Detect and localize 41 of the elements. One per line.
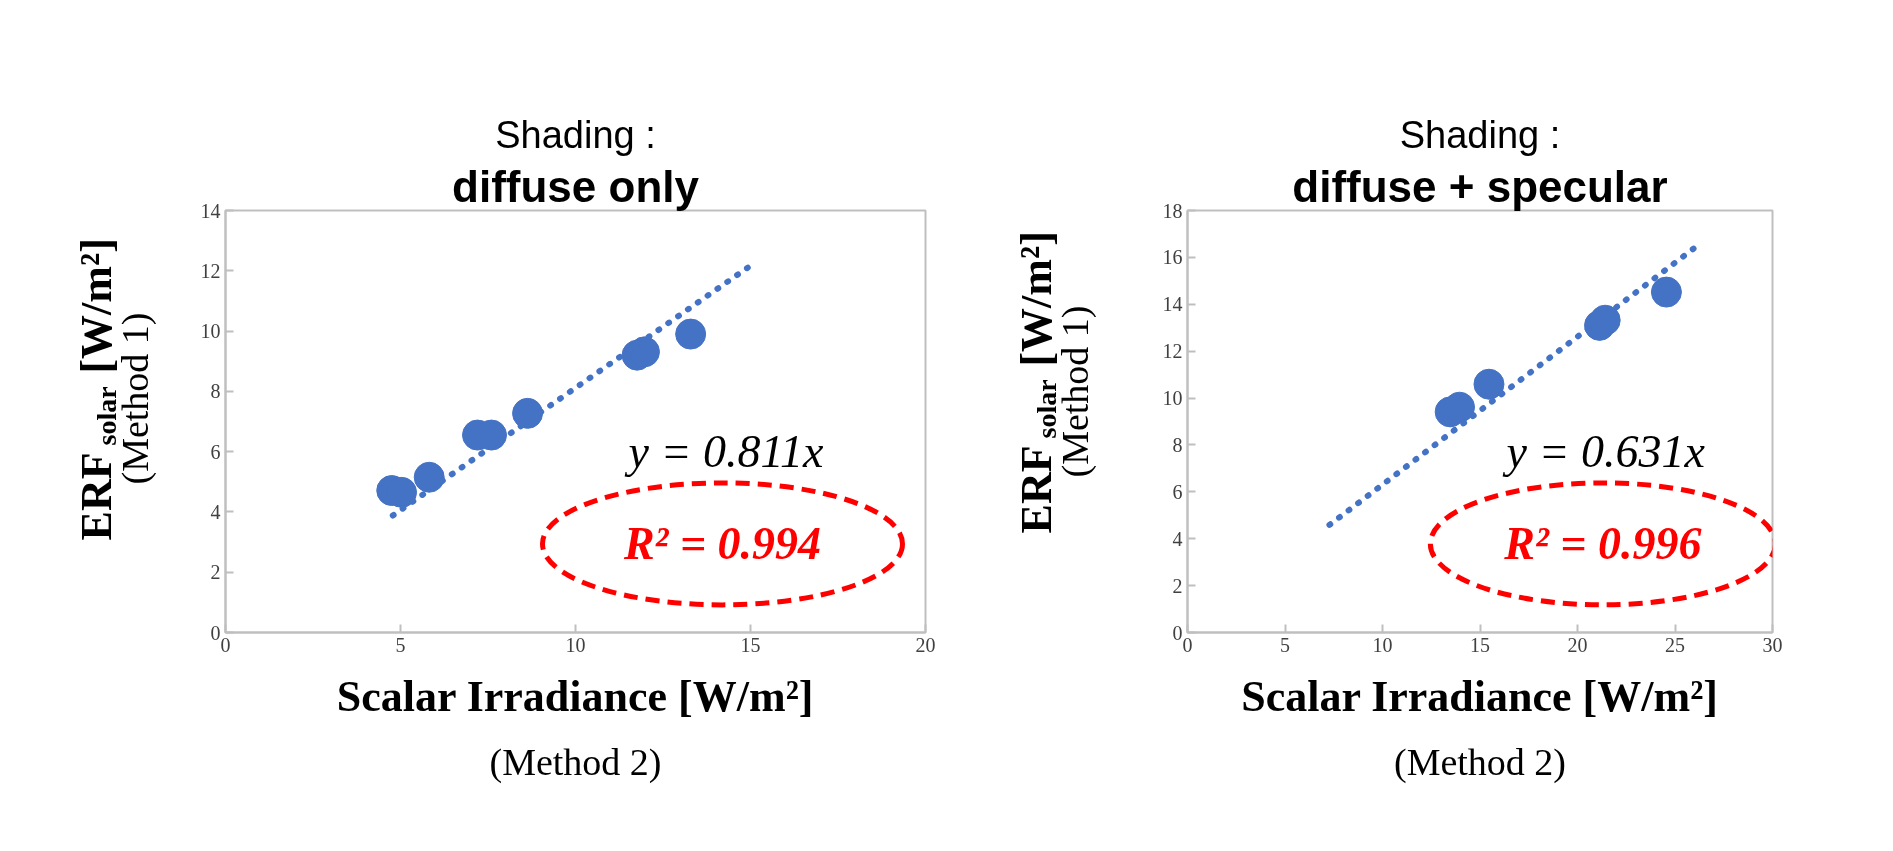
y-tick-label: 10	[200, 320, 221, 343]
chart-title: Shading :	[495, 113, 656, 156]
x-axis-title: Scalar Irradiance [W/m²] (Method 2)	[1241, 671, 1718, 784]
y-tick-label: 18	[1162, 199, 1183, 222]
y-tick-label: 8	[210, 380, 221, 403]
x-tick-label: 10	[1372, 633, 1393, 656]
x-axis-title: Scalar Irradiance [W/m²] (Method 2)	[336, 671, 814, 784]
y-tick-label: 6	[1172, 480, 1183, 503]
y-tick-label: 4	[1172, 527, 1183, 550]
annotation: y = 0.811x	[624, 425, 825, 477]
point	[675, 318, 707, 350]
y-tick-label: 16	[1162, 246, 1183, 269]
annotation: y = 0.631x	[1502, 425, 1706, 477]
chart-title: Shading :	[1399, 113, 1561, 156]
annotation: R² = 0.994	[622, 518, 822, 570]
chart-subtitle: diffuse only	[452, 161, 700, 211]
point	[413, 461, 445, 493]
y-tick-label: 12	[200, 259, 221, 282]
x-tick-label: 30	[1762, 633, 1783, 656]
point	[512, 397, 544, 429]
x-tick-label: 10	[565, 633, 586, 656]
point	[1473, 368, 1505, 400]
y-tick-label: 10	[1162, 387, 1183, 410]
x-tick-label: 20	[1567, 633, 1588, 656]
y-tick-label: 14	[200, 199, 221, 222]
chart-subtitle: diffuse + specular	[1292, 161, 1668, 211]
y-tick-label: 4	[210, 500, 221, 523]
x-tick-label: 15	[740, 633, 761, 656]
point	[1650, 276, 1682, 308]
x-tick-label: 25	[1665, 633, 1685, 656]
y-tick-label: 14	[1162, 293, 1183, 316]
x-tick-label: 15	[1470, 633, 1490, 656]
x-tick-label: 5	[1280, 633, 1290, 656]
x-tick-label: 5	[395, 633, 406, 656]
y-tick-label: 6	[210, 440, 221, 463]
x-tick-label: 20	[915, 633, 936, 656]
y-tick-label: 2	[1172, 574, 1183, 597]
y-tick-label: 12	[1162, 340, 1183, 363]
annotation: R² = 0.996	[1503, 518, 1702, 570]
y-tick-label: 2	[210, 561, 221, 584]
y-tick-label: 8	[1172, 433, 1183, 456]
